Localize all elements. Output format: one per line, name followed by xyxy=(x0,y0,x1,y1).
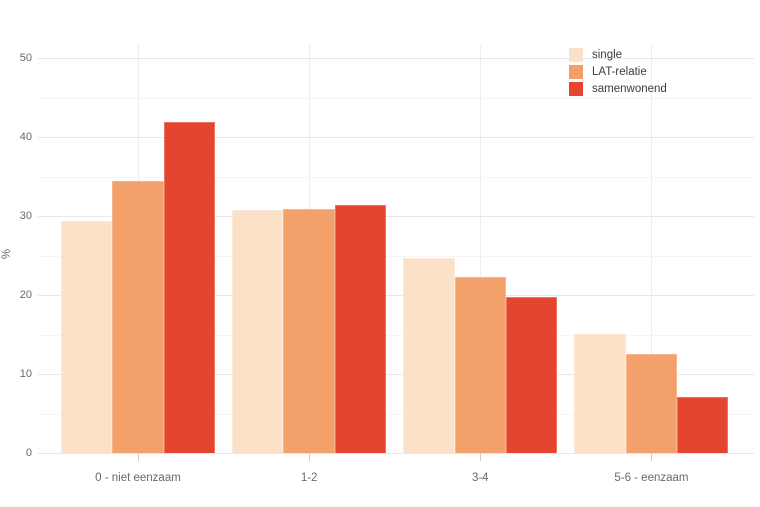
x-tick-label: 1-2 xyxy=(300,472,318,484)
y-tick-label: 0 xyxy=(25,447,32,459)
bar-LAT-relatie-3[interactable] xyxy=(454,276,506,453)
bar-samenwonend-2[interactable] xyxy=(334,204,387,453)
x-tick-label: 3-4 xyxy=(471,472,489,484)
bar-single-3[interactable] xyxy=(403,257,455,453)
legend-label: LAT-relatie xyxy=(592,66,647,78)
y-tick-label: 10 xyxy=(19,368,32,380)
legend-label: samenwonend xyxy=(592,83,667,95)
legend-swatch-icon xyxy=(569,48,583,62)
x-tick-mark xyxy=(651,453,652,461)
legend-item-LAT-relatie[interactable]: LAT-relatie xyxy=(569,65,667,79)
y-tick-label: 40 xyxy=(19,131,32,143)
gridline-minor xyxy=(38,97,754,99)
bar-single-2[interactable] xyxy=(232,210,284,453)
bar-single-4[interactable] xyxy=(574,333,626,453)
bar-single-1[interactable] xyxy=(61,220,113,453)
x-tick-mark xyxy=(309,453,310,461)
bar-LAT-relatie-2[interactable] xyxy=(283,208,335,453)
gridline-major xyxy=(38,453,754,454)
legend-label: single xyxy=(592,49,623,61)
y-tick-label: 20 xyxy=(19,289,32,301)
legend-item-samenwonend[interactable]: samenwonend xyxy=(569,82,667,96)
legend-swatch-icon xyxy=(569,65,583,79)
bar-samenwonend-3[interactable] xyxy=(505,296,558,453)
legend-swatch-icon xyxy=(569,82,583,96)
gridline-major xyxy=(38,137,754,138)
y-axis-title: % xyxy=(1,248,14,260)
x-tick-label: 0 - niet eenzaam xyxy=(95,472,181,484)
bar-samenwonend-4[interactable] xyxy=(677,396,729,453)
bar-LAT-relatie-1[interactable] xyxy=(112,181,164,453)
x-tick-label: 5-6 - eenzaam xyxy=(614,472,689,484)
bar-LAT-relatie-4[interactable] xyxy=(625,354,678,453)
legend-item-single[interactable]: single xyxy=(569,48,667,62)
legend: single LAT-relatie samenwonend xyxy=(569,48,667,96)
bar-samenwonend-1[interactable] xyxy=(163,121,215,453)
x-tick-mark xyxy=(480,453,481,461)
y-tick-label: 30 xyxy=(19,210,32,222)
y-tick-label: 50 xyxy=(19,52,32,64)
gridline-minor xyxy=(38,176,754,178)
x-tick-mark xyxy=(138,453,139,461)
